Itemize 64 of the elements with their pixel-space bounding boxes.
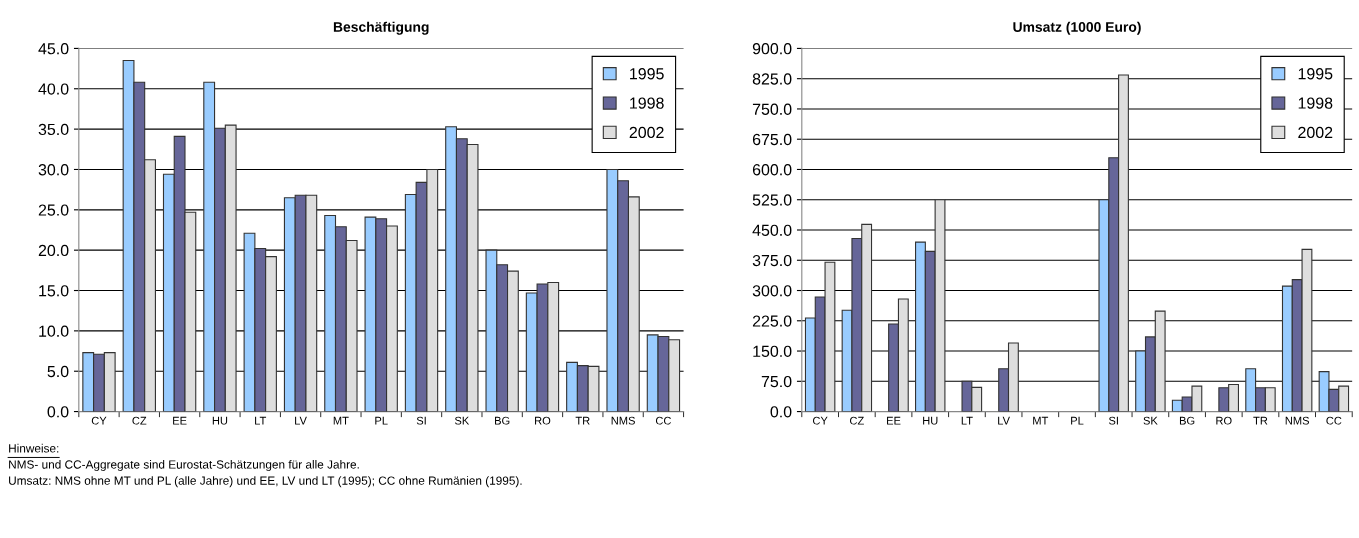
legend-label: 1995 <box>630 68 664 80</box>
x-tick-label: TR <box>575 416 590 425</box>
x-tick-label: SI <box>416 416 426 425</box>
x-tick-label: MT <box>1033 416 1049 425</box>
x-tick-label: PL <box>375 416 388 425</box>
x-tick-label: HU <box>212 416 228 425</box>
x-tick-label: CZ <box>850 416 864 425</box>
x-tick-label: HU <box>923 416 938 425</box>
x-tick-label: NMS <box>611 416 635 425</box>
y-tick-label: 25.0 <box>38 204 69 216</box>
y-tick-label: 40.0 <box>38 83 69 95</box>
y-tick-label: 45.0 <box>38 43 69 55</box>
y-tick-label: 225.0 <box>752 315 792 327</box>
y-tick-label: 450.0 <box>752 224 792 236</box>
x-tick-label: SK <box>1143 416 1158 425</box>
x-tick-label: BG <box>495 416 510 425</box>
chart-title: Umsatz (1000 Euro) <box>1013 21 1141 35</box>
legend-label: 1995 <box>1298 68 1333 80</box>
text: Umsatz: NMS ohne MT und PL (alle Jahre) und EE, LV und LT (1995); CC ohne Rumänien (1995). <box>9 476 522 488</box>
legend-label: 2002 <box>1298 126 1333 139</box>
y-tick-label: 75.0 <box>761 375 792 388</box>
y-tick-label: 10.0 <box>39 325 69 337</box>
y-tick-label: 375.0 <box>752 254 792 267</box>
legend-label: 1998 <box>1298 97 1333 109</box>
y-tick-label: 675.0 <box>752 133 792 146</box>
x-tick-label: SK <box>454 416 470 425</box>
y-tick-label: 825.0 <box>752 73 792 85</box>
y-tick-label: 150.0 <box>753 345 792 357</box>
x-tick-label: CY <box>813 416 828 425</box>
y-tick-label: 900.0 <box>752 43 792 55</box>
x-tick-label: CC <box>655 416 672 425</box>
y-tick-label: 525.0 <box>752 194 792 206</box>
x-tick-label: RO <box>535 416 551 425</box>
chart-title: Beschäftigung <box>333 21 429 35</box>
x-tick-label: LT <box>961 416 973 425</box>
y-tick-label: 35.0 <box>38 123 69 136</box>
x-tick-label: SI <box>1108 416 1118 425</box>
x-tick-label: RO <box>1216 416 1232 425</box>
x-tick-label: MT <box>333 416 349 425</box>
x-tick-label: EE <box>173 416 187 425</box>
x-tick-label: LV <box>295 416 307 425</box>
legend-label: 1998 <box>630 97 664 109</box>
y-tick-label: 20.0 <box>38 244 69 257</box>
y-tick-label: 30.0 <box>38 164 69 176</box>
x-tick-label: BG <box>1179 416 1195 425</box>
legend-label: 2002 <box>629 126 664 139</box>
text: NMS- und CC-Aggregate sind Eurostat-Schätzungen für alle Jahre. <box>9 459 359 471</box>
x-tick-label: CY <box>91 416 107 425</box>
y-tick-label: 0.0 <box>47 406 69 418</box>
x-tick-label: NMS <box>1285 416 1309 425</box>
y-tick-label: 750.0 <box>752 103 792 115</box>
y-tick-label: 15.0 <box>39 285 69 297</box>
x-tick-label: CZ <box>132 416 147 425</box>
y-tick-label: 5.0 <box>47 365 69 378</box>
y-tick-label: 300.0 <box>752 285 792 297</box>
x-tick-label: LT <box>255 416 267 425</box>
x-tick-label: PL <box>1071 416 1084 425</box>
text: Hinweise: <box>9 443 59 453</box>
y-tick-label: 600.0 <box>752 164 792 176</box>
x-tick-label: TR <box>1253 416 1268 425</box>
x-tick-label: EE <box>887 416 901 425</box>
x-tick-label: LV <box>998 416 1010 425</box>
y-tick-label: 0.0 <box>770 406 792 418</box>
x-tick-label: CC <box>1326 416 1342 425</box>
